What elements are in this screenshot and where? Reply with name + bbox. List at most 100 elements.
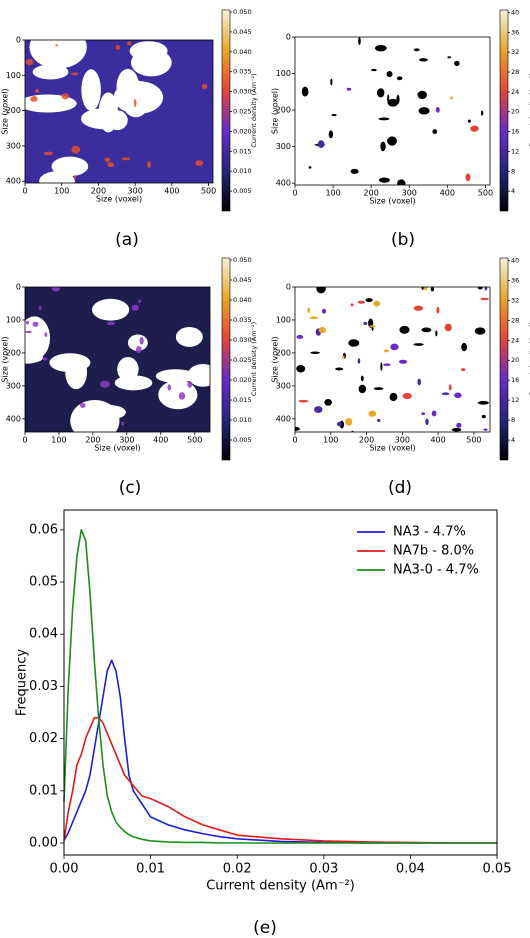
colorbar-tick-label: 32 xyxy=(511,296,519,304)
x-tick-label: 200 xyxy=(359,436,374,445)
colorbar-tick-label: 40 xyxy=(511,8,519,16)
pore xyxy=(29,40,87,69)
x-tick-label: 300 xyxy=(395,436,410,445)
hot-spot xyxy=(131,304,139,311)
image-content xyxy=(295,287,490,432)
y-tick-label: 0.01 xyxy=(29,783,58,798)
y-tick-label: 0.02 xyxy=(29,731,58,746)
particle xyxy=(328,130,334,139)
colorbar-tick-label: 16 xyxy=(511,376,519,384)
particle xyxy=(389,392,398,402)
x-axis-label: Size (voxel) xyxy=(369,444,415,453)
series-line xyxy=(63,529,497,844)
hot-spot xyxy=(417,378,421,386)
particle xyxy=(310,351,320,355)
pore xyxy=(114,375,153,391)
x-tick-label: 500 xyxy=(187,436,202,445)
colorbar xyxy=(221,257,231,461)
colorbar-tick-label: 4 xyxy=(511,187,515,195)
colorbar-tick-label: 16 xyxy=(511,128,519,136)
y-tick-label: 300 xyxy=(276,142,291,151)
hot-spot xyxy=(369,325,376,328)
colorbar-tick-label: 40 xyxy=(511,256,519,264)
hot-spot xyxy=(309,316,319,320)
hot-spot xyxy=(399,359,408,364)
particle xyxy=(477,400,490,405)
hot-spot xyxy=(106,321,116,326)
hot-spot xyxy=(345,417,353,426)
colorbar-tick-label: 20 xyxy=(511,356,519,364)
hot-spot xyxy=(413,305,423,311)
hot-spot xyxy=(79,402,86,409)
x-tick-label: 200 xyxy=(364,189,379,198)
pore xyxy=(49,353,91,373)
colorbar-label: Current density (Am⁻²) xyxy=(250,73,258,147)
particle xyxy=(418,107,430,115)
y-tick-label: 300 xyxy=(276,381,291,390)
pore xyxy=(25,351,44,364)
legend-label: NA3-0 - 4.7% xyxy=(393,563,479,578)
particle xyxy=(399,325,410,334)
y-tick-label: 100 xyxy=(6,71,21,80)
colorbar-tick-label: 0.025 xyxy=(233,356,252,364)
y-axis-label: Size (voxel) xyxy=(271,88,280,134)
colorbar-tick-label: 0.045 xyxy=(233,276,252,284)
pore xyxy=(175,327,203,347)
particle xyxy=(360,375,364,382)
hot-spot xyxy=(44,332,48,337)
colorbar-tick-label: 8 xyxy=(511,167,515,175)
y-tick-label: 100 xyxy=(276,315,291,324)
colorbar-label: Current density (Am⁻²) xyxy=(250,322,258,396)
hot-spot xyxy=(32,321,39,327)
colorbar-tick-label: 36 xyxy=(511,28,519,36)
colorbar-tick-label: 32 xyxy=(511,48,519,56)
particle xyxy=(335,367,344,371)
series-line xyxy=(63,716,497,844)
hot-spot xyxy=(357,300,366,304)
pore xyxy=(32,64,69,80)
hot-spot xyxy=(346,87,352,91)
hot-spot xyxy=(61,93,70,100)
hot-spot xyxy=(483,428,488,431)
colorbar-tick-label: 0.005 xyxy=(233,436,252,444)
pore xyxy=(131,48,172,77)
hot-spot xyxy=(100,380,110,388)
particle xyxy=(350,168,359,174)
y-axis-label: Frequency xyxy=(15,649,30,716)
pore xyxy=(25,316,51,360)
x-tick-label: 0.01 xyxy=(136,862,165,877)
colorbar-tick-label: 0.035 xyxy=(233,68,252,76)
y-tick-label: 400 xyxy=(6,177,21,186)
particle xyxy=(365,298,373,303)
hot-spot xyxy=(167,384,172,391)
pore xyxy=(91,298,130,321)
particle xyxy=(451,427,462,432)
hot-spot xyxy=(484,287,488,291)
hot-spot xyxy=(436,306,440,314)
hot-spot xyxy=(195,160,204,166)
colorbar-tick-label: 0.015 xyxy=(233,147,252,155)
x-axis-label: Size (voxel) xyxy=(369,197,415,206)
panel-label: (c) xyxy=(119,478,142,498)
colorbar-tick-label: 0.010 xyxy=(233,167,252,175)
hot-spot xyxy=(383,349,390,353)
hot-spot xyxy=(444,323,452,332)
hot-spot xyxy=(441,392,450,396)
y-tick-label: 100 xyxy=(6,315,21,324)
x-tick-label: 500 xyxy=(478,189,493,198)
hot-spot xyxy=(368,410,377,417)
y-tick-label: 0 xyxy=(286,283,291,292)
particle xyxy=(301,86,309,97)
x-tick-label: 400 xyxy=(164,187,179,196)
y-axis-label: Size (voxel) xyxy=(271,336,280,382)
hot-spot xyxy=(74,174,77,179)
hot-spot xyxy=(425,418,429,426)
hot-spot xyxy=(43,151,54,156)
particle xyxy=(435,330,438,337)
hot-spot xyxy=(363,321,368,325)
image-content xyxy=(25,287,210,432)
particle xyxy=(413,48,420,52)
plot-frame xyxy=(63,509,498,856)
hot-spot xyxy=(342,355,345,359)
